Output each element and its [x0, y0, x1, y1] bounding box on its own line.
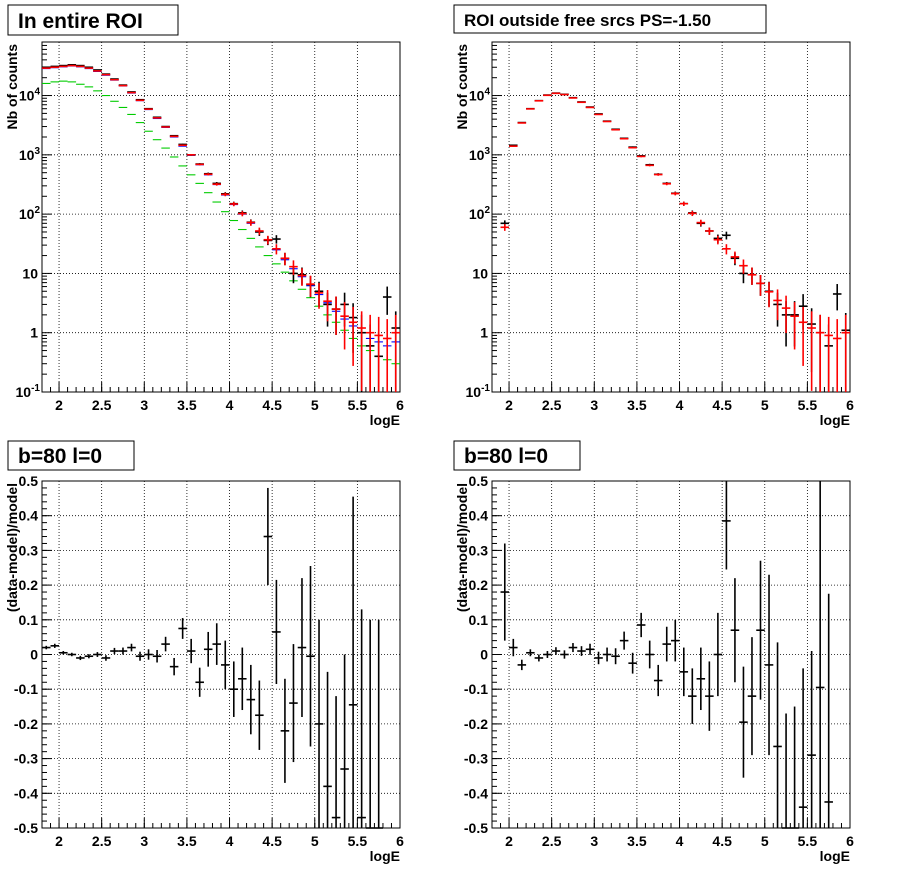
y-tick-label: 10 [22, 265, 38, 281]
x-tick-label: 3 [140, 397, 148, 413]
y-tick-label: 10-1 [16, 383, 41, 400]
x-tick-label: 5.5 [798, 397, 818, 413]
x-tick-label: 5.5 [348, 397, 368, 413]
x-tick-label: 4 [676, 397, 684, 413]
series-green [42, 80, 400, 365]
y-tick-label: 0 [480, 647, 488, 663]
y-tick-label: -0.5 [14, 820, 38, 836]
x-tick-label: 3.5 [627, 833, 647, 849]
x-tick-label: 5.5 [348, 833, 368, 849]
x-tick-label: 3.5 [177, 833, 197, 849]
y-tick-label: -0.3 [14, 751, 38, 767]
y-tick-label: 10-1 [466, 383, 491, 400]
title-box [7, 440, 135, 471]
x-axis-label: logE [370, 412, 400, 428]
y-tick-label: 0.3 [19, 542, 39, 558]
x-tick-label: 2.5 [542, 397, 562, 413]
x-tick-label: 2 [55, 833, 63, 849]
y-tick-label: 0.2 [469, 577, 489, 593]
y-tick-label: 0.4 [19, 508, 39, 524]
title-box [453, 440, 581, 471]
x-tick-label: 5 [311, 397, 319, 413]
x-tick-label: 6 [396, 833, 404, 849]
x-tick-label: 4 [226, 833, 234, 849]
y-tick-label: 102 [19, 205, 41, 222]
x-tick-label: 5 [311, 833, 319, 849]
x-tick-label: 5 [761, 833, 769, 849]
x-tick-label: 6 [846, 833, 854, 849]
y-axis-label: (data-model)/model [454, 483, 470, 612]
x-axis-label: logE [820, 412, 850, 428]
y-tick-label: -0.4 [14, 785, 38, 801]
x-tick-label: 6 [396, 397, 404, 413]
x-tick-label: 5.5 [798, 833, 818, 849]
title-box [7, 4, 179, 36]
y-tick-label: 104 [19, 87, 41, 104]
x-tick-label: 2 [505, 833, 513, 849]
chart-title: b=80 l=0 [18, 445, 102, 468]
y-tick-label: 0.1 [19, 612, 39, 628]
y-tick-label: 1 [30, 325, 38, 341]
y-axis-label: Nb of counts [4, 44, 20, 130]
y-tick-label: 0.5 [469, 473, 489, 489]
y-tick-label: 103 [469, 146, 491, 163]
y-tick-label: -0.2 [464, 716, 488, 732]
x-tick-label: 2.5 [542, 833, 562, 849]
x-tick-label: 4 [676, 833, 684, 849]
x-axis-label: logE [370, 848, 400, 864]
x-tick-label: 4 [226, 397, 234, 413]
x-tick-label: 3.5 [177, 397, 197, 413]
x-tick-label: 2 [55, 397, 63, 413]
y-tick-label: 0.2 [19, 577, 39, 593]
x-tick-label: 2.5 [92, 833, 112, 849]
chart-title: b=80 l=0 [464, 445, 548, 468]
x-axis-label: logE [820, 848, 850, 864]
y-axis-label: Nb of counts [454, 44, 470, 130]
x-tick-label: 3.5 [627, 397, 647, 413]
x-tick-label: 4.5 [262, 833, 282, 849]
plot-frame [41, 41, 401, 393]
y-tick-label: 0.3 [469, 542, 489, 558]
x-tick-label: 3 [140, 833, 148, 849]
y-tick-label: -0.5 [464, 820, 488, 836]
chart-panel-2: ROI outside free srcs PS=-1.50 2 2.5 3 3.5 4 4… [453, 4, 854, 428]
y-tick-label: -0.3 [464, 751, 488, 767]
series-black [42, 487, 383, 829]
y-tick-label: 102 [469, 205, 491, 222]
y-tick-label: 0 [30, 647, 38, 663]
series-red [500, 92, 850, 392]
series-red [42, 64, 400, 392]
x-tick-label: 4.5 [712, 833, 732, 849]
y-tick-label: -0.1 [14, 681, 38, 697]
chart-title: ROI outside free srcs PS=-1.50 [464, 11, 711, 30]
y-tick-label: -0.1 [464, 681, 488, 697]
y-tick-label: 104 [469, 87, 491, 104]
y-tick-label: 103 [19, 146, 41, 163]
chart-title: In entire ROI [18, 10, 143, 33]
y-tick-label: 10 [472, 265, 488, 281]
x-tick-label: 5 [761, 397, 769, 413]
x-tick-label: 4.5 [262, 397, 282, 413]
y-tick-label: 0.1 [469, 612, 489, 628]
x-tick-label: 2 [505, 397, 513, 413]
x-tick-label: 4.5 [712, 397, 732, 413]
y-tick-label: 0.4 [469, 508, 489, 524]
y-tick-label: -0.2 [14, 716, 38, 732]
series-black [500, 481, 833, 829]
y-tick-label: -0.4 [464, 785, 488, 801]
y-tick-label: 1 [480, 325, 488, 341]
x-tick-label: 3 [590, 833, 598, 849]
title-box [453, 4, 767, 34]
x-tick-label: 2.5 [92, 397, 112, 413]
y-tick-label: 0.5 [19, 473, 39, 489]
x-tick-label: 6 [846, 397, 854, 413]
x-tick-label: 3 [590, 397, 598, 413]
y-axis-label: (data-model)/model [4, 483, 20, 612]
